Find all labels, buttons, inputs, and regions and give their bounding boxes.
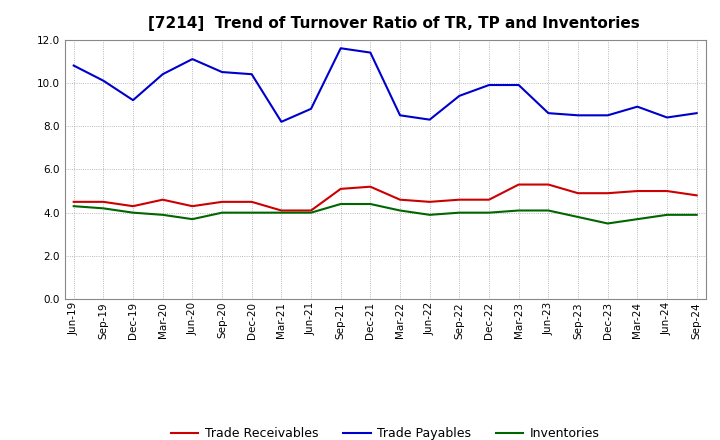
Trade Receivables [336,186,345,191]
Trade Payables [574,113,582,118]
Trade Receivables [455,197,464,202]
Trade Receivables [129,204,138,209]
Inventories [396,208,405,213]
Trade Payables [426,117,434,122]
Inventories [217,210,226,215]
Trade Payables [544,110,553,116]
Trade Payables [307,106,315,111]
Trade Receivables [188,204,197,209]
Inventories [544,208,553,213]
Line: Inventories: Inventories [73,204,697,224]
Inventories [366,202,374,207]
Trade Receivables [307,208,315,213]
Trade Payables [129,98,138,103]
Inventories [99,205,108,211]
Trade Payables [633,104,642,109]
Trade Receivables [158,197,167,202]
Legend: Trade Receivables, Trade Payables, Inventories: Trade Receivables, Trade Payables, Inven… [166,422,605,440]
Inventories [426,212,434,217]
Inventories [574,214,582,220]
Trade Payables [158,72,167,77]
Trade Payables [248,72,256,77]
Trade Payables [455,93,464,99]
Trade Receivables [574,191,582,196]
Trade Payables [69,63,78,68]
Trade Payables [693,110,701,116]
Inventories [336,202,345,207]
Text: [7214]  Trend of Turnover Ratio of TR, TP and Inventories: [7214] Trend of Turnover Ratio of TR, TP… [148,16,640,32]
Inventories [603,221,612,226]
Trade Payables [396,113,405,118]
Trade Receivables [485,197,493,202]
Inventories [307,210,315,215]
Inventories [514,208,523,213]
Trade Payables [366,50,374,55]
Trade Receivables [69,199,78,205]
Inventories [129,210,138,215]
Trade Receivables [248,199,256,205]
Trade Payables [662,115,671,120]
Inventories [248,210,256,215]
Inventories [69,204,78,209]
Inventories [277,210,286,215]
Trade Receivables [693,193,701,198]
Trade Receivables [366,184,374,189]
Line: Trade Receivables: Trade Receivables [73,184,697,210]
Trade Payables [603,113,612,118]
Inventories [485,210,493,215]
Trade Receivables [633,188,642,194]
Trade Receivables [662,188,671,194]
Trade Payables [188,56,197,62]
Inventories [633,216,642,222]
Line: Trade Payables: Trade Payables [73,48,697,122]
Trade Receivables [396,197,405,202]
Trade Receivables [277,208,286,213]
Trade Receivables [99,199,108,205]
Trade Receivables [514,182,523,187]
Inventories [662,212,671,217]
Trade Payables [336,46,345,51]
Trade Receivables [426,199,434,205]
Inventories [188,216,197,222]
Trade Receivables [217,199,226,205]
Inventories [455,210,464,215]
Trade Payables [514,82,523,88]
Inventories [693,212,701,217]
Trade Receivables [544,182,553,187]
Trade Payables [485,82,493,88]
Trade Payables [99,78,108,83]
Inventories [158,212,167,217]
Trade Payables [217,70,226,75]
Trade Receivables [603,191,612,196]
Trade Payables [277,119,286,125]
